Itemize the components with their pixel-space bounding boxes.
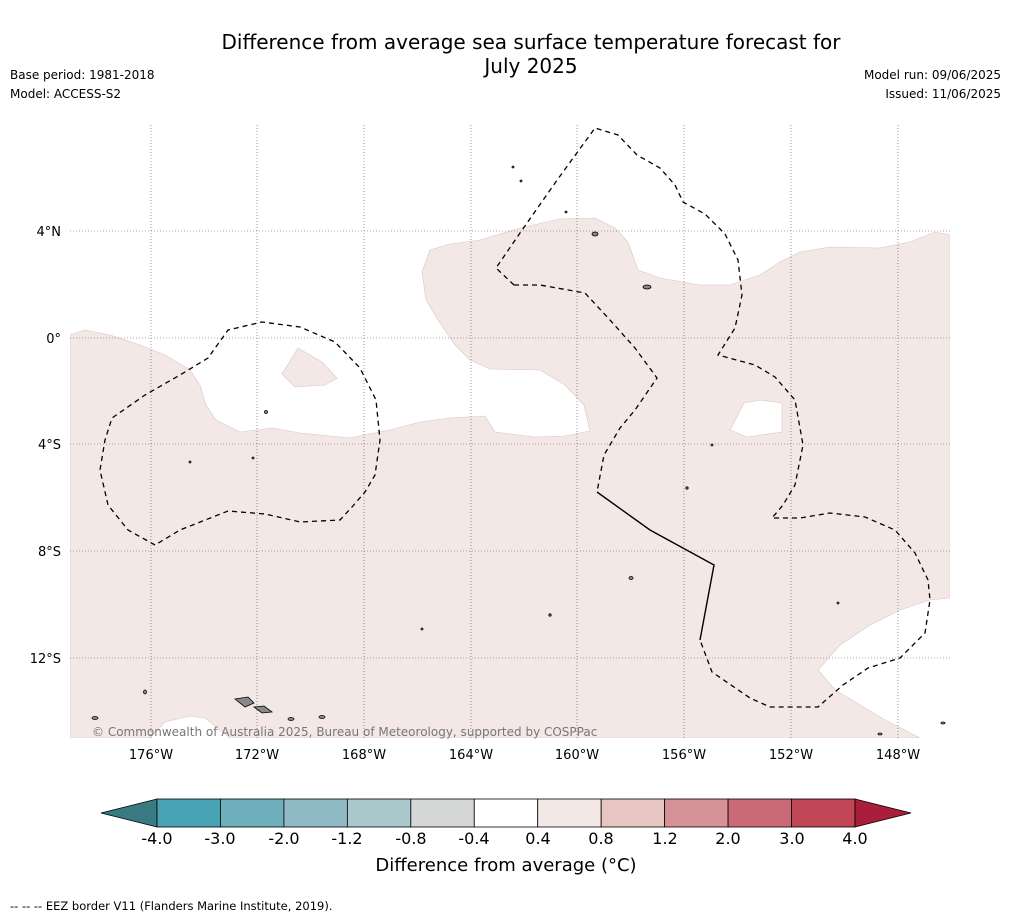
eez-border-kiribati-north — [495, 127, 931, 708]
lat-label: 0° — [46, 332, 61, 347]
colorbar-cells — [156, 798, 856, 828]
base-period: Base period: 1981-2018 — [10, 68, 155, 82]
colorbar-tick: 0.4 — [525, 829, 550, 848]
lon-label: 176°W — [129, 748, 173, 763]
colorbar-tick: 2.0 — [715, 829, 740, 848]
colorbar-tick: -1.2 — [331, 829, 362, 848]
eez-border-kiribati-south — [514, 284, 658, 493]
island-mid-9 — [519, 179, 523, 183]
island-mid-2 — [628, 576, 634, 580]
island-mid-8 — [511, 165, 515, 169]
issued-date: Issued: 11/06/2025 — [885, 87, 1001, 101]
lon-label: 160°W — [555, 748, 599, 763]
islands — [91, 165, 946, 736]
eez-border-solid-segment — [596, 491, 715, 641]
island-sw-2 — [91, 716, 99, 720]
map-frame — [70, 125, 950, 738]
colorbar-cell — [664, 798, 729, 828]
colorbar-tick: -3.0 — [204, 829, 235, 848]
longitude-labels: 176°W 172°W 168°W 164°W 160°W 156°W 152°… — [129, 748, 920, 763]
colorbar-high-extend — [854, 798, 912, 828]
island-sw-3 — [287, 717, 295, 721]
island-sw-4 — [318, 715, 326, 719]
island-mid-4 — [685, 486, 689, 490]
island-se-1 — [877, 732, 883, 736]
lat-label: 12°S — [30, 652, 61, 667]
colorbar-tick: 3.0 — [779, 829, 804, 848]
island-mid-12 — [836, 601, 840, 605]
gridlines — [70, 125, 950, 738]
island-north-1 — [591, 231, 599, 237]
latitude-labels: 4°N 0° 4°S 8°S 12°S — [30, 225, 61, 667]
colorbar: -4.0 -3.0 -2.0 -1.2 -0.8 -0.4 0.4 0.8 1.… — [100, 798, 912, 848]
lat-label: 4°S — [38, 438, 61, 453]
colorbar-tick: -0.4 — [458, 829, 489, 848]
positive-anomaly-region — [70, 217, 950, 738]
colorbar-cell — [473, 798, 539, 828]
eez-borders — [99, 127, 931, 708]
colorbar-tick: 0.8 — [588, 829, 613, 848]
colorbar-cell — [727, 798, 792, 828]
colorbar-label: Difference from average (°C) — [375, 855, 637, 876]
title-line-1: Difference from average sea surface temp… — [221, 30, 841, 54]
colorbar-tick: -4.0 — [141, 829, 172, 848]
lon-label: 152°W — [769, 748, 813, 763]
island-mid-6 — [251, 456, 255, 460]
colorbar-cell — [156, 798, 221, 828]
island-mid-1 — [264, 410, 268, 414]
copyright-text: © Commonwealth of Australia 2025, Bureau… — [92, 725, 597, 739]
title-line-2: July 2025 — [484, 54, 578, 78]
meta-right: Model run: 09/06/2025 Issued: 11/06/2025 — [864, 66, 1001, 104]
island-mid-11 — [710, 443, 714, 447]
map-title: Difference from average sea surface temp… — [0, 30, 1011, 78]
colorbar-cell — [600, 798, 666, 828]
model-run: Model run: 09/06/2025 — [863, 68, 1001, 82]
colorbar-tick: 4.0 — [842, 829, 867, 848]
eez-border-tokelau — [99, 321, 381, 546]
colorbar-tick: -2.0 — [268, 829, 299, 848]
lat-label: 4°N — [37, 225, 62, 240]
island-samoa-1 — [234, 696, 255, 708]
island-north-2 — [642, 284, 652, 290]
lat-label: 8°S — [38, 545, 61, 560]
model-name: Model: ACCESS-S2 — [10, 87, 122, 101]
colorbar-tick: -0.8 — [395, 829, 426, 848]
lon-label: 164°W — [449, 748, 493, 763]
colorbar-cell — [537, 798, 602, 828]
lon-label: 168°W — [342, 748, 386, 763]
lon-label: 172°W — [235, 748, 279, 763]
island-samoa-2 — [252, 705, 274, 714]
island-se-2 — [940, 721, 946, 725]
island-mid-10 — [564, 210, 568, 214]
colorbar-cell — [283, 798, 348, 828]
colorbar-tick: 1.2 — [652, 829, 677, 848]
eez-footnote: -- -- -- EEZ border V11 (Flanders Marine… — [10, 899, 333, 913]
island-mid-7 — [420, 627, 424, 631]
colorbar-cell — [220, 798, 285, 828]
colorbar-ticks: -4.0 -3.0 -2.0 -1.2 -0.8 -0.4 0.4 0.8 1.… — [141, 829, 867, 848]
meta-left: Base period: 1981-2018 Model: ACCESS-S2 — [10, 66, 155, 104]
island-mid-3 — [548, 613, 552, 617]
island-mid-5 — [188, 460, 192, 464]
lon-label: 148°W — [876, 748, 920, 763]
lon-label: 156°W — [662, 748, 706, 763]
colorbar-low-extend — [100, 798, 158, 828]
island-sw-1 — [143, 689, 147, 695]
colorbar-cell — [410, 798, 475, 828]
colorbar-cell — [346, 798, 412, 828]
colorbar-cell — [791, 798, 856, 828]
